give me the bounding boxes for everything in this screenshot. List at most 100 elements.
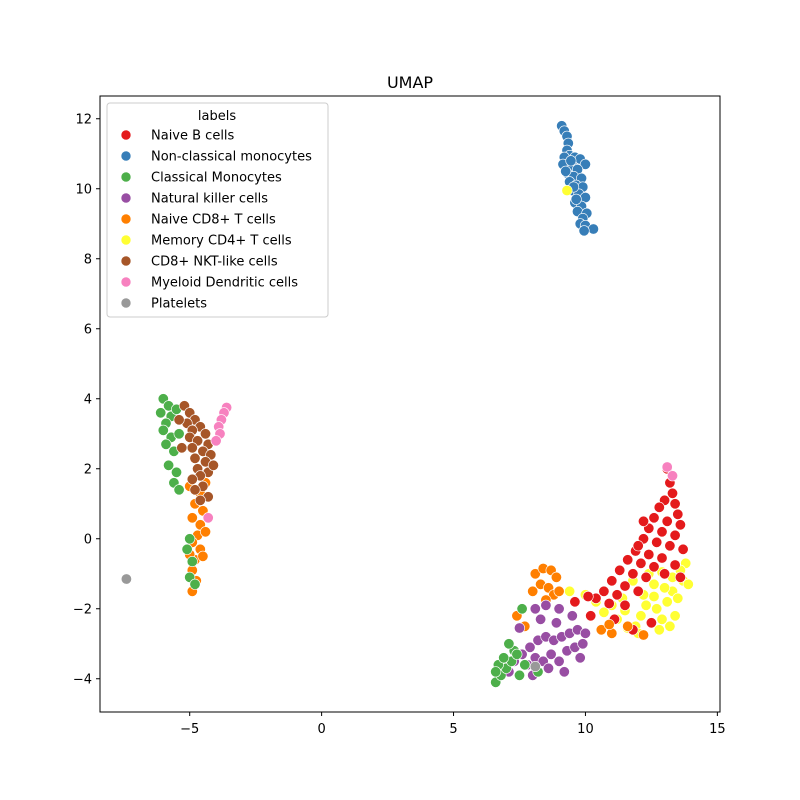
data-point (157, 424, 169, 436)
legend-entry-non-classical-monocytes: Non-classical monocytes (120, 150, 312, 165)
chart-title: UMAP (387, 73, 433, 92)
data-point (529, 568, 541, 580)
legend-entry-myeloid-dendritic-cells: Myeloid Dendritic cells (120, 276, 298, 291)
y-tick-label: −4 (73, 672, 92, 687)
data-point (519, 659, 531, 671)
data-point (207, 459, 219, 471)
data-point (661, 461, 673, 473)
data-point (587, 223, 599, 235)
data-point (664, 620, 676, 632)
data-point (648, 590, 660, 602)
data-point (535, 613, 547, 625)
data-point (674, 571, 686, 583)
data-point (578, 225, 590, 237)
data-point (186, 442, 198, 454)
legend-title: labels (198, 109, 236, 124)
data-point (598, 585, 610, 597)
data-point (622, 554, 634, 566)
data-point (656, 552, 668, 564)
x-tick-label: 5 (449, 722, 457, 737)
legend-label: CD8+ NKT-like cells (151, 255, 278, 270)
data-point (561, 185, 573, 197)
data-point (550, 571, 562, 583)
data-point (577, 638, 589, 650)
data-point (566, 610, 578, 622)
data-point (200, 526, 212, 538)
data-point (513, 622, 525, 634)
data-point (565, 155, 577, 167)
data-point (614, 564, 626, 576)
data-point (186, 512, 198, 524)
x-tick-label: 0 (317, 722, 325, 737)
y-tick-label: 12 (75, 112, 92, 127)
legend-entry-naive-b-cells: Naive B cells (120, 129, 235, 144)
legend-label: Myeloid Dendritic cells (151, 276, 298, 291)
data-point (540, 599, 552, 611)
data-point (659, 568, 671, 580)
data-point (648, 561, 660, 573)
y-tick-label: 0 (84, 532, 92, 547)
legend: labels Naive B cells Non-classical monocy… (106, 102, 329, 318)
data-point (173, 428, 185, 440)
data-point (173, 484, 185, 496)
data-point (516, 603, 528, 615)
y-tick-label: 10 (75, 182, 92, 197)
legend-entry-cd8-nkt-like-cells: CD8+ NKT-like cells (120, 255, 278, 270)
legend-entry-classical-monocytes: Classical Monocytes (120, 171, 282, 186)
data-point (186, 473, 198, 485)
data-point (189, 578, 201, 590)
data-point (210, 435, 222, 447)
y-tick-label: 4 (84, 392, 92, 407)
data-point (558, 666, 570, 678)
data-point (184, 533, 196, 545)
data-point (186, 555, 198, 567)
data-point (653, 624, 665, 636)
data-point (529, 660, 541, 672)
legend-label: Natural killer cells (151, 192, 268, 207)
data-point (529, 603, 541, 615)
data-point (595, 624, 607, 636)
data-point (176, 442, 188, 454)
data-point (606, 575, 618, 587)
data-point (661, 515, 673, 527)
data-point (677, 543, 689, 555)
data-point (648, 512, 660, 524)
x-axis: −5 0 5 10 15 (180, 712, 726, 737)
data-point (200, 428, 212, 440)
series-cd8-nkt-like-cells (173, 400, 219, 506)
data-point (569, 596, 581, 608)
data-point (163, 459, 175, 471)
x-tick-label: 15 (709, 722, 726, 737)
legend-label: Classical Monocytes (151, 171, 282, 186)
data-point (553, 585, 565, 597)
data-point (635, 610, 647, 622)
legend-entry-naive-cd8-t-cells: Naive CD8+ T cells (120, 213, 276, 228)
data-point (637, 629, 649, 641)
data-point (542, 662, 554, 674)
data-point (189, 452, 201, 464)
plot-frame (99, 95, 721, 713)
data-point (527, 585, 539, 597)
data-point (651, 603, 663, 615)
legend-label: Non-classical monocytes (151, 150, 312, 165)
data-point (669, 498, 681, 510)
data-point (550, 617, 562, 629)
data-point (611, 589, 623, 601)
data-point (197, 550, 209, 562)
data-point (669, 559, 681, 571)
y-tick-label: −2 (73, 602, 92, 617)
data-point (682, 578, 694, 590)
series-myeloid-dendritic-cells (202, 401, 678, 524)
data-point (545, 648, 557, 660)
data-point (181, 543, 193, 555)
data-point (194, 494, 206, 506)
data-point (579, 627, 591, 639)
data-point (582, 590, 594, 602)
data-point (651, 536, 663, 548)
data-point (645, 617, 657, 629)
data-point (553, 655, 565, 667)
data-point (669, 610, 681, 622)
data-point (659, 582, 671, 594)
data-point (160, 438, 172, 450)
